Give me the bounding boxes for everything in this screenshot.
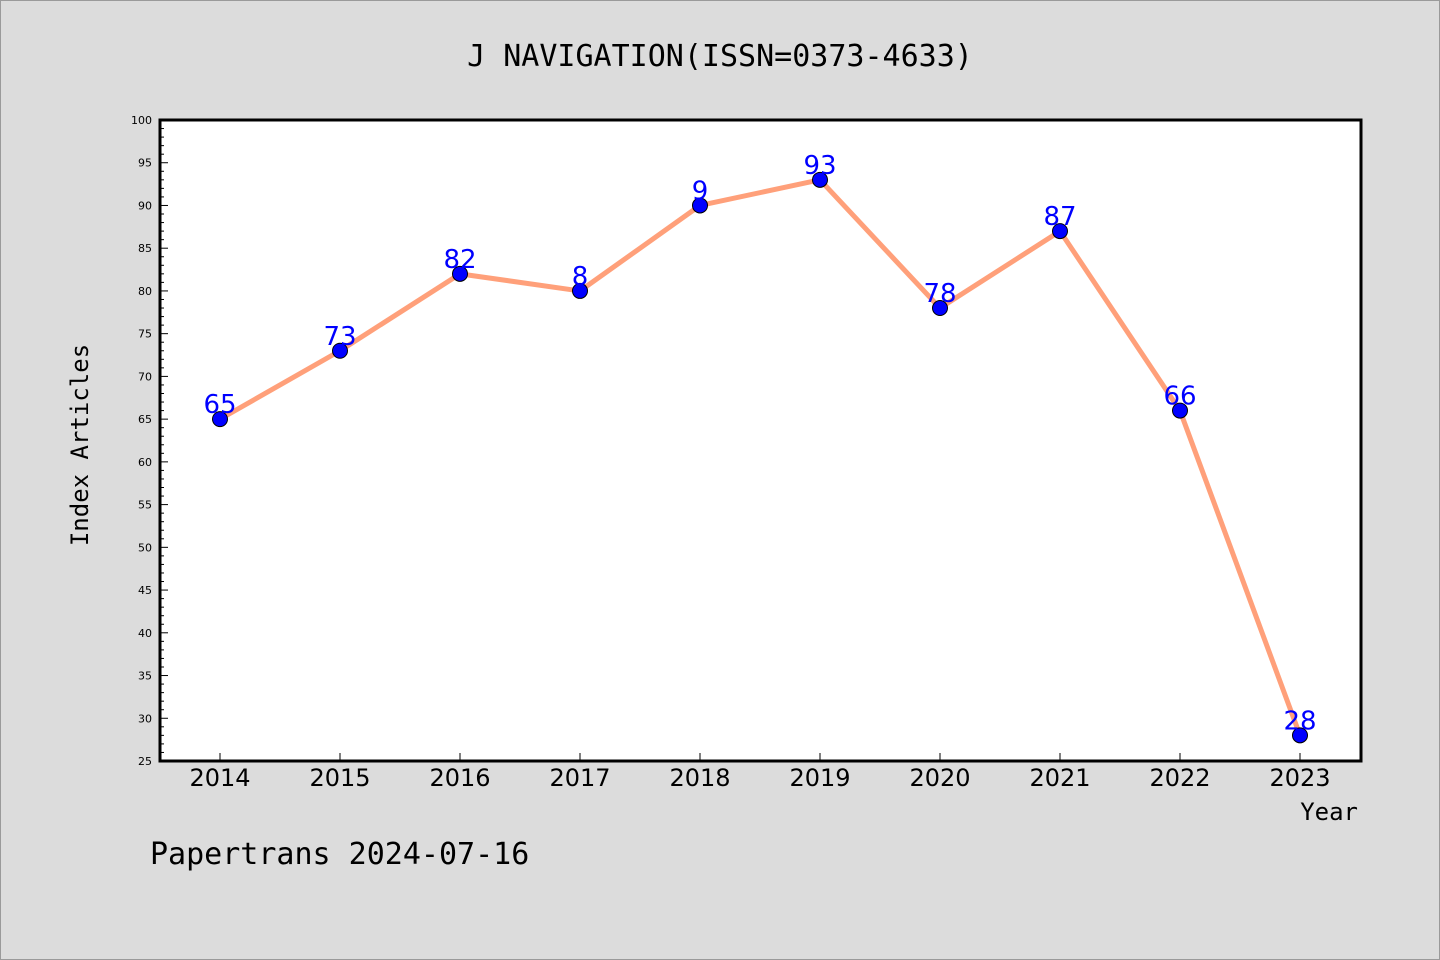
y-tick-label: 65 <box>138 413 152 426</box>
series-line <box>218 177 1303 737</box>
data-label: 9 <box>692 176 709 206</box>
x-tick-label: 2019 <box>789 764 850 792</box>
data-point <box>692 197 708 214</box>
data-label: 66 <box>1163 382 1196 412</box>
y-tick-label: 85 <box>138 242 152 255</box>
y-tick-label: 30 <box>138 712 152 725</box>
x-tick-label: 2023 <box>1269 764 1330 792</box>
data-label: 87 <box>1043 202 1076 232</box>
x-tick-label: 2015 <box>309 764 370 792</box>
data-label: 73 <box>323 322 356 352</box>
y-tick-label: 70 <box>138 370 152 383</box>
y-axis-label: Index Articles <box>66 344 94 546</box>
y-tick-label: 25 <box>138 755 152 768</box>
data-point <box>1172 402 1188 419</box>
y-tick-label: 55 <box>138 499 152 512</box>
x-tick-label: 2022 <box>1149 764 1210 792</box>
data-label: 65 <box>203 390 236 420</box>
data-label: 82 <box>443 245 476 275</box>
data-label: 93 <box>803 151 836 181</box>
y-axis-ticks: 25 30 35 40 45 50 55 60 65 70 75 80 85 90 95 100 <box>131 114 168 768</box>
y-tick-label: 40 <box>138 627 152 640</box>
data-label: 78 <box>923 279 956 309</box>
y-tick-label: 45 <box>138 584 152 597</box>
data-point <box>452 265 468 282</box>
data-point <box>932 300 948 317</box>
y-tick-label: 35 <box>138 670 152 683</box>
x-tick-label: 2020 <box>909 764 970 792</box>
data-label: 28 <box>1283 706 1316 736</box>
data-point <box>572 282 588 299</box>
data-point <box>332 342 348 359</box>
y-tick-label: 80 <box>138 285 152 298</box>
footer-text: Papertrans 2024-07-16 <box>150 837 529 872</box>
x-axis-label: Year <box>1300 798 1358 826</box>
x-axis-ticks: 2014 2015 2016 2017 2018 2019 2020 2021 2022 2023 <box>189 753 1331 792</box>
y-tick-label: 100 <box>131 114 152 127</box>
data-point <box>1292 727 1308 744</box>
plot-area <box>158 118 1363 763</box>
y-tick-label: 50 <box>138 541 152 554</box>
x-tick-label: 2016 <box>429 764 490 792</box>
x-tick-label: 2018 <box>669 764 730 792</box>
x-tick-label: 2021 <box>1029 764 1090 792</box>
chart-title: J NAVIGATION(ISSN=0373-4633) <box>467 39 973 74</box>
y-tick-label: 60 <box>138 456 152 469</box>
series-layer: 65 73 82 8 9 93 78 87 66 28 <box>203 151 1317 744</box>
y-tick-label: 95 <box>138 157 152 170</box>
data-point <box>212 411 228 428</box>
y-tick-label: 90 <box>138 199 152 212</box>
data-point <box>812 171 828 188</box>
y-tick-label: 75 <box>138 328 152 341</box>
x-tick-label: 2017 <box>549 764 610 792</box>
x-tick-label: 2014 <box>189 764 250 792</box>
data-point <box>1052 223 1068 240</box>
data-label: 8 <box>572 262 589 292</box>
